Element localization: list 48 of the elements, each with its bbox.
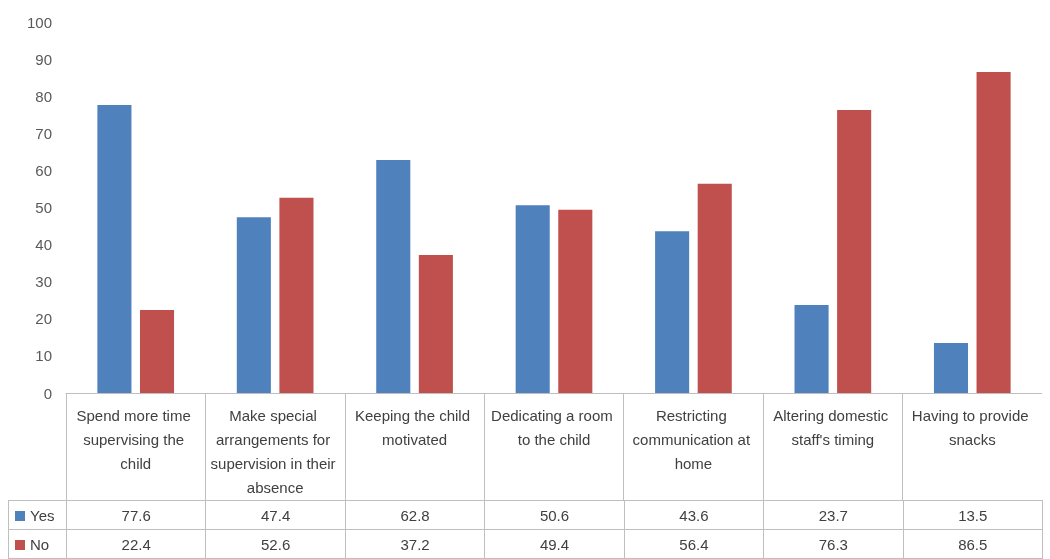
- data-label: 56.4: [624, 529, 764, 559]
- y-tick-label: 10: [35, 347, 52, 365]
- y-tick-label: 60: [35, 161, 52, 179]
- bar: [97, 105, 132, 393]
- bar: [976, 72, 1011, 393]
- data-label: 49.4: [484, 529, 625, 559]
- data-label: 22.4: [66, 529, 206, 559]
- legend-label: No: [30, 535, 50, 553]
- legend-label: Yes: [30, 506, 55, 524]
- bar: [139, 309, 175, 393]
- bar: [236, 217, 271, 393]
- y-tick-label: 90: [35, 50, 52, 68]
- bar: [794, 305, 829, 393]
- data-label: 47.4: [205, 500, 346, 530]
- x-tick-label: Dedicating a room to the child: [491, 406, 617, 448]
- x-tick-label: Make special arrangements for supervision in their absence: [210, 406, 340, 496]
- x-tick-label: Keeping the child motivated: [354, 406, 475, 448]
- data-label: 86.5: [903, 529, 1043, 559]
- bar: [376, 160, 411, 393]
- x-tick-label: Restricting communication at home: [632, 406, 755, 472]
- data-label: 23.7: [763, 500, 904, 530]
- y-tick-label: 100: [26, 13, 52, 31]
- x-tick-label: Altering domestic staff's timing: [773, 406, 893, 448]
- bar: [515, 205, 550, 393]
- bar: [418, 254, 453, 393]
- y-tick-label: 70: [35, 124, 52, 142]
- y-tick-label: 50: [35, 199, 52, 216]
- data-label: 77.6: [66, 500, 206, 530]
- x-tick-label: Spend more time supervising the child: [76, 406, 195, 472]
- bar: [697, 183, 732, 393]
- data-label: 76.3: [763, 529, 904, 559]
- bar: [933, 342, 969, 393]
- data-label: 43.6: [624, 500, 764, 530]
- data-label: 52.6: [205, 529, 346, 559]
- y-tick-label: 20: [35, 310, 52, 328]
- y-tick-label: 30: [35, 273, 52, 291]
- data-label: 13.5: [903, 500, 1043, 530]
- bar: [655, 231, 690, 393]
- data-label: 62.8: [345, 500, 485, 530]
- data-label: 37.2: [345, 529, 485, 559]
- bar: [837, 109, 872, 393]
- bar: [558, 209, 593, 393]
- y-tick-label: 0: [43, 384, 52, 402]
- x-tick-label: Having to provide snacks: [911, 406, 1033, 448]
- bar: [279, 197, 314, 393]
- y-tick-label: 80: [35, 87, 52, 105]
- y-tick-label: 40: [35, 236, 52, 254]
- data-label: 50.6: [484, 500, 625, 530]
